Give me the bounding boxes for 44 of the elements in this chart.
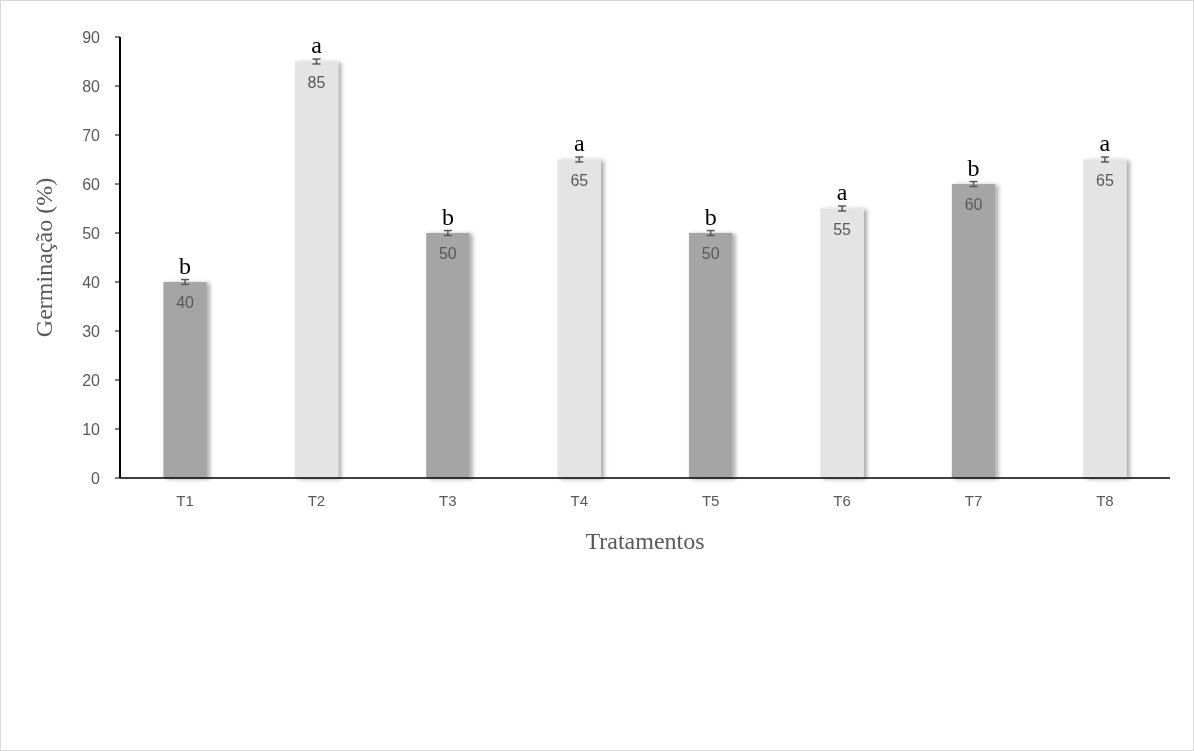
- annotation: b: [179, 252, 192, 279]
- y-tick-label: 40: [82, 273, 101, 291]
- x-tick-label: T6: [833, 492, 851, 509]
- annotation: a: [836, 179, 848, 206]
- bar: [294, 61, 339, 478]
- bar: [426, 233, 470, 478]
- data-label: 65: [1096, 171, 1114, 189]
- y-tick-label: 50: [82, 224, 101, 242]
- y-axis-title: Germinação (%): [31, 177, 57, 338]
- x-tick-label: T2: [307, 492, 326, 509]
- y-tick-label: 0: [91, 469, 101, 487]
- y-tick-label: 60: [82, 175, 101, 193]
- y-tick-label: 10: [82, 420, 101, 438]
- annotation: a: [1099, 130, 1111, 157]
- data-label: 85: [307, 73, 326, 91]
- data-label: 40: [176, 294, 195, 311]
- x-axis-title: Tratamentos: [585, 528, 705, 554]
- bar: [820, 208, 864, 478]
- bar: [1083, 159, 1127, 478]
- annotation: b: [704, 203, 717, 230]
- x-tick-label: T7: [964, 492, 983, 509]
- annotation: a: [311, 32, 323, 59]
- data-label: 50: [701, 245, 720, 262]
- y-tick-label: 90: [82, 28, 101, 46]
- x-tick-label: T1: [176, 492, 194, 509]
- x-tick-label: T5: [701, 492, 720, 509]
- data-label: 50: [438, 245, 457, 262]
- y-tick-label: 30: [82, 322, 101, 340]
- data-label: 65: [570, 171, 589, 189]
- bar: [951, 184, 996, 478]
- y-tick-label: 20: [82, 371, 101, 389]
- x-tick-label: T3: [439, 492, 457, 509]
- data-label: 55: [833, 220, 852, 238]
- annotation: b: [441, 203, 454, 230]
- bar: [163, 282, 207, 478]
- bar: [689, 233, 733, 478]
- y-tick-label: 80: [82, 77, 101, 95]
- y-tick-label: 70: [82, 126, 101, 144]
- bar: [557, 159, 601, 478]
- x-tick-label: T4: [570, 492, 589, 509]
- data-label: 60: [964, 196, 983, 213]
- annotation: b: [967, 154, 980, 181]
- x-tick-label: T8: [1096, 492, 1114, 509]
- annotation: a: [573, 130, 585, 157]
